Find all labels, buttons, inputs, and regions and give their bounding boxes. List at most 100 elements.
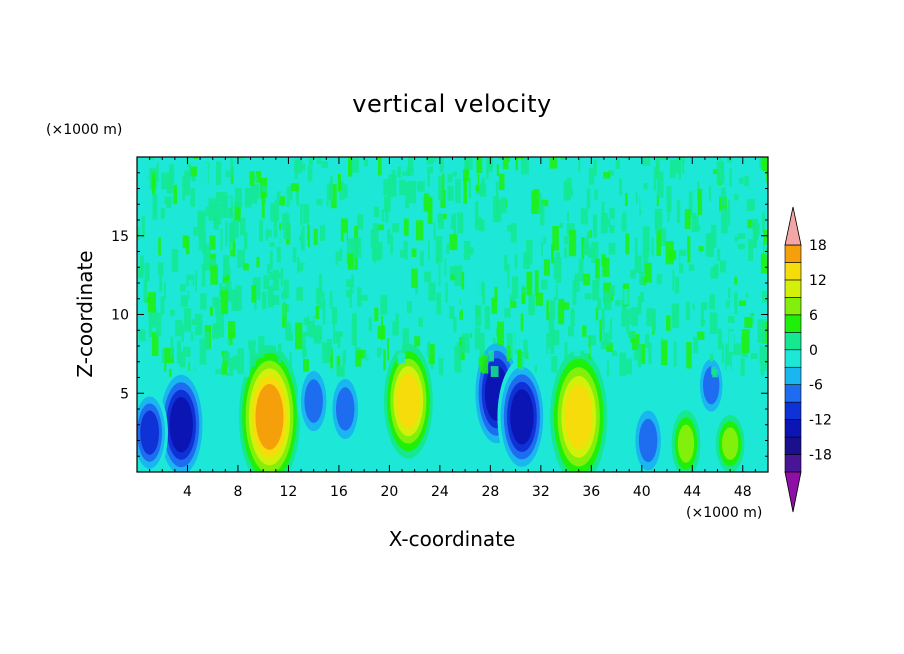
speckle-cell [482,282,486,305]
speckle-cell [456,291,461,312]
speckle-cell [698,356,702,371]
colorbar-bin [784,366,802,385]
speckle-cell [396,313,404,335]
speckle-cell [727,157,732,164]
speckle-cell [270,203,276,222]
speckle-cell [564,342,568,361]
speckle-cell [669,159,679,179]
speckle-cell [687,236,691,263]
speckle-cell [160,296,165,315]
speckle-cell [414,336,421,347]
speckle-cell [539,202,545,226]
speckle-cell [161,172,169,190]
speckle-cell [440,189,446,208]
speckle-cell [642,157,651,166]
speckle-cell [164,347,167,372]
speckle-cell [351,311,357,334]
speckle-cell [294,322,303,349]
speckle-cell [559,222,564,229]
speckle-cell [357,358,366,373]
speckle-cell [190,188,196,207]
speckle-cell [160,208,166,219]
speckle-cell [286,186,293,208]
speckle-cell [387,228,391,245]
speckle-cell [368,353,373,371]
speckle-cell [558,318,567,332]
colorbar-top-arrow [784,206,802,246]
speckle-cell [256,330,259,345]
speckle-cell [297,262,306,272]
speckle-cell [290,240,294,265]
speckle-cell [168,164,175,184]
speckle-cell [191,171,196,182]
speckle-cell [552,225,559,251]
speckle-cell [498,173,505,191]
colorbar-bin [784,297,802,316]
speckle-cell [273,211,278,238]
speckle-cell [212,323,220,340]
contour-band [140,410,160,455]
speckle-cell [269,242,275,247]
speckle-cell [553,257,562,284]
speckle-cell [298,235,302,241]
colorbar-bin [784,314,802,333]
speckle-cell [361,294,368,302]
speckle-cell [384,199,389,223]
speckle-cell [212,163,219,180]
speckle-cell [455,178,461,204]
speckle-cell [552,278,557,297]
speckle-cell [566,189,574,197]
speckle-cell [738,300,747,307]
speckle-cell [435,236,443,263]
contour-cell [383,343,433,459]
contour-band [638,418,658,463]
speckle-cell [243,263,249,271]
speckle-cell [337,260,346,280]
speckle-cell [225,281,232,302]
x-axis-label: X-coordinate [389,527,516,551]
speckle-cell [549,300,556,319]
speckle-cell [166,180,174,194]
speckle-cell [572,280,577,306]
colorbar-bin [784,454,802,473]
speckle-cell [438,219,445,230]
speckle-cell [351,202,358,220]
speckle-cell [514,324,519,350]
speckle-cell [709,312,718,335]
speckle-cell [269,271,275,280]
speckle-cell [615,159,621,170]
speckle-cell [463,240,471,260]
speckle-cell [192,290,198,311]
speckle-cell [179,351,186,368]
speckle-cell [566,222,575,235]
speckle-cell [637,241,643,261]
speckle-cell [239,170,246,183]
speckle-cell [635,192,638,204]
speckle-cell [357,214,364,230]
speckle-cell [237,348,245,374]
speckle-cell [182,346,191,357]
speckle-cell [237,249,245,268]
speckle-cell [622,212,627,218]
speckle-cell [304,195,313,213]
speckle-cell [263,275,270,289]
speckle-cell [322,299,326,325]
speckle-cell [296,286,304,301]
speckle-cell [698,246,704,252]
speckle-cell [242,350,250,377]
speckle-cell [734,236,738,242]
speckle-cell [254,242,259,266]
speckle-cell [289,352,292,367]
speckle-cell [520,313,524,332]
speckle-cell [201,263,206,287]
speckle-cell [201,163,209,188]
speckle-cell [706,233,714,258]
speckle-cell [615,299,621,307]
speckle-cell [355,350,362,367]
speckle-cell [176,340,182,364]
speckle-cell [639,292,645,303]
speckle-cell [700,302,708,311]
speckle-cell [343,233,347,255]
speckle-cell [193,157,199,160]
speckle-cell [289,312,293,324]
